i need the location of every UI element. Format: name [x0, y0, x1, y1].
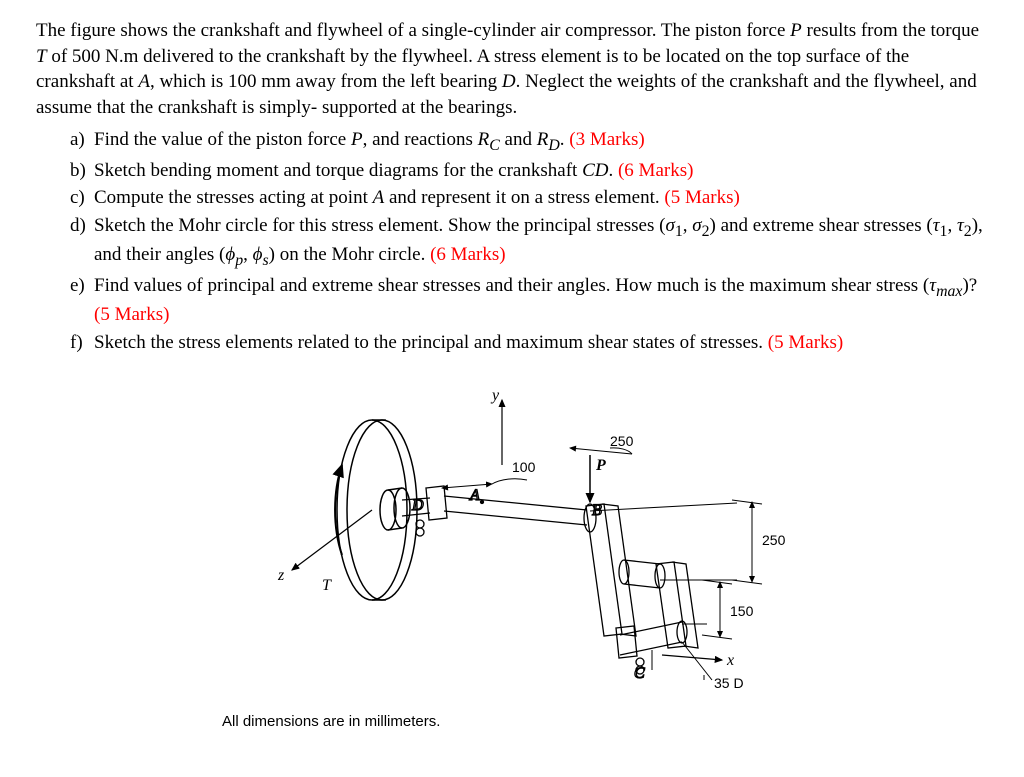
marks-a: (3 Marks): [569, 129, 644, 150]
axis-y: y: [490, 387, 500, 404]
dim-150: 150: [730, 603, 754, 619]
dim-250b: 250: [762, 532, 786, 548]
parts-list: a) Find the value of the piston force P,…: [36, 127, 988, 356]
axis-z: z: [277, 567, 285, 584]
part-f: f) Sketch the stress elements related to…: [70, 330, 988, 356]
figure: y z x T D: [192, 380, 832, 740]
part-a: a) Find the value of the piston force P,…: [70, 127, 988, 156]
part-b: b) Sketch bending moment and torque diag…: [70, 158, 988, 184]
part-c: c) Compute the stresses acting at point …: [70, 185, 988, 211]
crankshaft-diagram: y z x T D: [192, 380, 832, 710]
part-e: e) Find values of principal and extreme …: [70, 273, 988, 328]
axis-x: x: [726, 652, 734, 669]
label-T: T: [322, 577, 332, 594]
marks-f: (5 Marks): [768, 332, 843, 353]
marks-e: (5 Marks): [94, 304, 169, 325]
label-A: A: [469, 487, 480, 504]
label-D: D: [411, 497, 424, 514]
dim-35D: 35 D: [714, 675, 744, 691]
marks-d: (6 Marks): [430, 244, 505, 265]
part-d: d) Sketch the Mohr circle for this stres…: [70, 213, 988, 271]
marks-c: (5 Marks): [664, 187, 739, 208]
dim-250a: 250: [610, 433, 634, 449]
label-P: P: [595, 457, 606, 474]
problem-intro: The figure shows the crankshaft and flyw…: [36, 18, 988, 121]
label-C: C: [634, 665, 645, 682]
dim-100: 100: [512, 459, 536, 475]
figure-caption: All dimensions are in millimeters.: [222, 712, 440, 732]
marks-b: (6 Marks): [618, 160, 693, 181]
flywheel: [337, 420, 417, 600]
